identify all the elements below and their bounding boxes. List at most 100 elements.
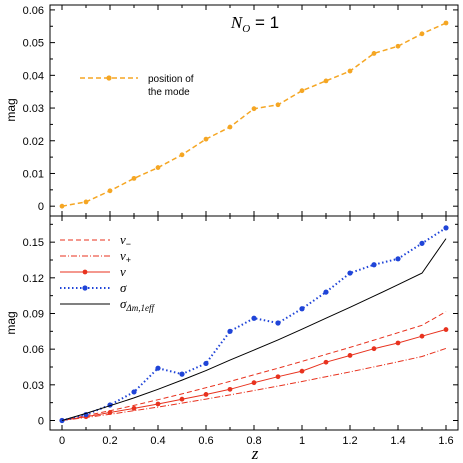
bottom-xtick-label: 1.4 [390,435,405,447]
bottom-series-3-point [155,365,161,371]
bottom-ytick-label: 0.06 [23,344,44,356]
legend-marker-mode [106,75,112,81]
bottom-series-2-point [131,405,137,411]
bottom-axis-ticks: 0 0.03 0.06 0.09 0.12 0.15 0 0.2 0.4 0.6 0.8 1 1.2 1.… [23,216,458,447]
top-series-0-line [61,22,447,207]
top-ytick-label: 0.05 [23,38,44,50]
bottom-xtick-label: 0 [59,435,65,447]
top-series-0-point [371,51,377,56]
legend-v-minus-sub: − [126,239,131,249]
top-series-0-point [275,102,281,108]
bottom-ytick-label: 0.12 [23,273,44,285]
legend-v-plus-sub: + [126,255,131,265]
top-series-0-point [155,165,161,170]
bottom-series-3-point [275,320,281,326]
legend-marker-sigma [82,285,88,291]
bottom-series-2-point [179,396,185,402]
bottom-panel: 0 0.03 0.06 0.09 0.12 0.15 0 0.2 0.4 0.6 0.8 1 1.2 1.… [4,215,459,463]
legend-label-mode-line2: the mode [148,87,190,98]
top-series-0-point [179,152,185,158]
bottom-series-2-point [371,346,377,352]
bottom-series-2-point [347,353,353,358]
bottom-series-3-line [61,227,447,422]
legend-label-v-minus: v− [120,232,131,249]
bottom-ytick-label: 0.03 [23,380,44,392]
bottom-ytick-label: 0.09 [23,308,44,320]
bottom-xlabel: z [251,444,259,463]
legend-v-minus-main: v [120,232,126,247]
legend-v-plus-main: v [120,248,126,263]
bottom-series-3-point [371,262,377,268]
top-series-marks [59,20,449,209]
top-series-0-point [131,175,137,181]
bottom-series-2-line [61,329,447,421]
top-series-0-point [299,88,305,94]
bottom-series-marks [59,225,449,424]
bottom-series-2-point [227,386,233,392]
top-ytick-label: 0 [38,201,44,213]
legend-sigma-eff-sub: Δm,1eff [125,303,155,313]
bottom-series-3-point [251,315,257,321]
top-legend: position of the mode [80,74,194,98]
top-ytick-label: 0.06 [23,5,44,17]
bottom-ytick-label: 0 [38,415,44,427]
bottom-series-2-point [275,374,281,380]
top-series-0-point [347,68,353,74]
legend-marker-v [82,269,88,275]
bottom-ylabel: mag [4,311,18,334]
top-panel: 0 0.01 0.02 0.03 0.04 0.05 0.06 NO = 1 mag pos… [4,4,459,217]
bottom-legend: v− v+ v σ σΔm,1eff [60,232,155,313]
top-ytick-label: 0.01 [23,168,44,180]
top-panel-title: NO = 1 [230,13,279,35]
title-rest: = 1 [250,13,279,32]
legend-sigma-eff-main: σ [120,296,127,311]
bottom-series-3-point [227,328,233,334]
bottom-series-2-point [251,380,257,386]
top-series-0-point [443,20,449,26]
bottom-series-2-point [395,340,401,346]
bottom-xtick-label: 1.2 [342,435,357,447]
top-series-0-point [107,188,113,194]
bottom-series-3-point [131,389,137,395]
legend-label-v-plus: v+ [120,248,131,265]
top-axis-ticks: 0 0.01 0.02 0.03 0.04 0.05 0.06 [23,5,458,216]
bottom-series-2-point [107,410,113,415]
legend-label-sigma-eff: σΔm,1eff [120,296,155,313]
bottom-series-3-point [347,270,353,276]
bottom-series-1-line [61,347,447,421]
bottom-series-2-point [323,359,329,365]
top-series-0-point [251,106,257,112]
bottom-xtick-label: 1.6 [438,435,453,447]
bottom-xtick-label: 0.2 [102,435,117,447]
bottom-series-3-point [323,289,329,295]
top-series-0-point [83,199,89,205]
title-sub: O [242,23,250,35]
bottom-series-2-point [443,327,449,332]
bottom-series-3-point [443,225,449,231]
legend-label-v: v [120,264,126,279]
legend-label-mode-line1: position of [148,74,194,85]
bottom-ytick-label: 0.15 [23,237,44,249]
top-series-0-point [227,124,233,130]
bottom-series-3-point [395,256,401,262]
bottom-series-4-line [61,238,447,421]
top-series-0-point [203,136,209,142]
bottom-xtick-label: 1 [299,435,305,447]
top-series-0-point [323,78,329,84]
bottom-series-3-point [419,240,425,246]
top-ytick-label: 0.03 [23,103,44,115]
bottom-xtick-label: 0.8 [246,435,261,447]
bottom-series-2-point [299,368,305,374]
top-series-0-point [419,31,425,37]
title-main: N [230,13,244,32]
bottom-plot-area: 0 0.03 0.06 0.09 0.12 0.15 0 0.2 0.4 0.6 0.8 1 1.2 1.… [23,215,459,447]
legend-label-sigma: σ [120,280,127,295]
top-ytick-label: 0.04 [23,70,44,82]
bottom-xtick-label: 0.4 [150,435,165,447]
top-ylabel: mag [4,98,18,121]
bottom-series-3-point [179,371,185,377]
bottom-series-2-point [419,333,425,339]
top-plot-area: 0 0.01 0.02 0.03 0.04 0.05 0.06 [23,4,459,217]
bottom-series-3-point [203,360,209,367]
